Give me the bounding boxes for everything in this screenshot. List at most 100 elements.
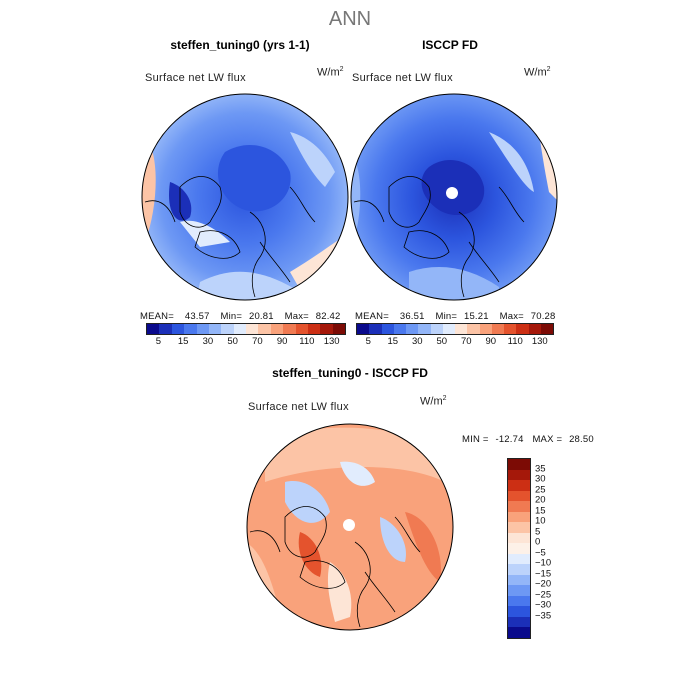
panel2-pole-hole (446, 187, 458, 199)
colorbar-tick-label: 20 (535, 494, 546, 506)
panel2-colorbar (356, 323, 554, 335)
colorbar-swatch (184, 324, 197, 334)
colorbar-swatch (491, 324, 504, 334)
panel1-stats: MEAN= 43.57 Min= 20.81 Max= 82.42 (140, 311, 341, 322)
colorbar-swatch (508, 469, 530, 480)
colorbar-swatch (369, 324, 382, 334)
colorbar-swatch (221, 324, 234, 334)
colorbar-swatch (508, 606, 530, 617)
colorbar-swatch (508, 543, 530, 554)
panel3-colorbar-ticks: 35 30 25 20 15 10 5 0 −5 −10 −15 −20 −25 −30 −35 (535, 458, 575, 638)
panel3-variable: Surface net LW flux (248, 401, 349, 413)
panel1-variable: Surface net LW flux (145, 72, 246, 84)
colorbar-swatch (381, 324, 394, 334)
colorbar-tick-label: −25 (535, 589, 552, 600)
panel3-units: W/m2 (420, 395, 447, 408)
panel2-title: ISCCP FD (422, 38, 478, 52)
colorbar-swatch (516, 324, 529, 334)
colorbar-tick-label: 30 (535, 473, 546, 485)
colorbar-swatch (208, 324, 222, 334)
colorbar-tick-label: 110 (299, 336, 315, 347)
colorbar-tick-label: −20 (535, 578, 552, 590)
colorbar-tick-label: 15 (177, 336, 189, 347)
colorbar-tick-label: 30 (411, 336, 423, 347)
colorbar-tick-label: 90 (485, 336, 497, 347)
colorbar-tick-label: 70 (252, 336, 263, 347)
panel3-title: steffen_tuning0 - ISCCP FD (272, 366, 428, 380)
panel2-units: W/m2 (524, 66, 551, 79)
colorbar-swatch (258, 324, 271, 334)
panel2-map (350, 93, 558, 301)
panel3-coastlines (249, 506, 421, 628)
colorbar-tick-label: 70 (460, 336, 472, 347)
colorbar-swatch (528, 324, 541, 334)
colorbar-tick-label: 35 (535, 463, 546, 474)
colorbar-tick-label: 5 (155, 336, 162, 347)
panel3-stats: MIN = -12.74 MAX = 28.50 (462, 434, 594, 445)
colorbar-swatch (270, 324, 284, 334)
colorbar-swatch (508, 627, 530, 638)
panel1-colorbar (146, 323, 346, 335)
panel1-units: W/m2 (317, 66, 344, 79)
colorbar-swatch (508, 564, 530, 575)
colorbar-swatch (467, 324, 480, 334)
colorbar-swatch (508, 532, 530, 543)
colorbar-swatch (332, 324, 345, 334)
colorbar-swatch (430, 324, 443, 334)
colorbar-swatch (508, 595, 530, 606)
colorbar-swatch (508, 585, 530, 596)
panel1-colorbar-ticks: 5 15 30 50 70 90 110 130 (146, 336, 344, 348)
colorbar-tick-label: 25 (535, 484, 546, 495)
colorbar-tick-label: −30 (535, 599, 552, 611)
panel1-title: steffen_tuning0 (yrs 1-1) (170, 38, 310, 52)
colorbar-swatch (196, 324, 209, 334)
panel1-map (141, 93, 349, 301)
colorbar-swatch (479, 324, 492, 334)
colorbar-swatch (418, 324, 431, 334)
panel2-coastlines (353, 176, 525, 298)
colorbar-swatch (508, 616, 530, 627)
colorbar-swatch (233, 324, 246, 334)
colorbar-swatch (171, 324, 185, 334)
colorbar-tick-label: −15 (535, 568, 552, 579)
colorbar-tick-label: 50 (227, 336, 238, 347)
colorbar-swatch (508, 553, 530, 564)
colorbar-tick-label: 110 (507, 336, 523, 347)
colorbar-swatch (159, 324, 172, 334)
colorbar-tick-label: −5 (535, 547, 546, 558)
colorbar-tick-label: 30 (202, 336, 214, 347)
colorbar-tick-label: 10 (535, 515, 546, 527)
colorbar-swatch (508, 511, 530, 522)
colorbar-tick-label: 0 (535, 536, 541, 548)
colorbar-tick-label: −10 (535, 557, 552, 569)
colorbar-tick-label: 5 (365, 336, 371, 347)
colorbar-swatch (406, 324, 419, 334)
colorbar-tick-label: 15 (387, 336, 399, 347)
colorbar-tick-label: 15 (535, 505, 546, 516)
colorbar-tick-label: 130 (323, 336, 340, 347)
colorbar-swatch (508, 480, 530, 491)
panel2-variable: Surface net LW flux (352, 72, 453, 84)
colorbar-swatch (295, 324, 308, 334)
colorbar-swatch (508, 501, 530, 512)
colorbar-swatch (147, 324, 160, 334)
season-title: ANN (328, 8, 372, 30)
colorbar-swatch (508, 490, 530, 501)
colorbar-swatch (357, 324, 370, 334)
panel2-colorbar-ticks: 5 15 30 50 70 90 110 130 (356, 336, 552, 348)
colorbar-swatch (508, 522, 530, 533)
colorbar-tick-label: 90 (276, 336, 288, 347)
panel3-pole-hole (343, 519, 355, 531)
colorbar-swatch (283, 324, 296, 334)
colorbar-swatch (393, 324, 406, 334)
colorbar-swatch (504, 324, 517, 334)
panel3-colorbar (507, 458, 531, 639)
colorbar-swatch (442, 324, 455, 334)
colorbar-swatch (540, 324, 553, 334)
colorbar-swatch (508, 459, 530, 470)
colorbar-swatch (320, 324, 333, 334)
colorbar-swatch (508, 574, 530, 585)
colorbar-tick-label: −35 (535, 610, 552, 621)
colorbar-swatch (307, 324, 321, 334)
colorbar-tick-label: 5 (535, 526, 541, 537)
